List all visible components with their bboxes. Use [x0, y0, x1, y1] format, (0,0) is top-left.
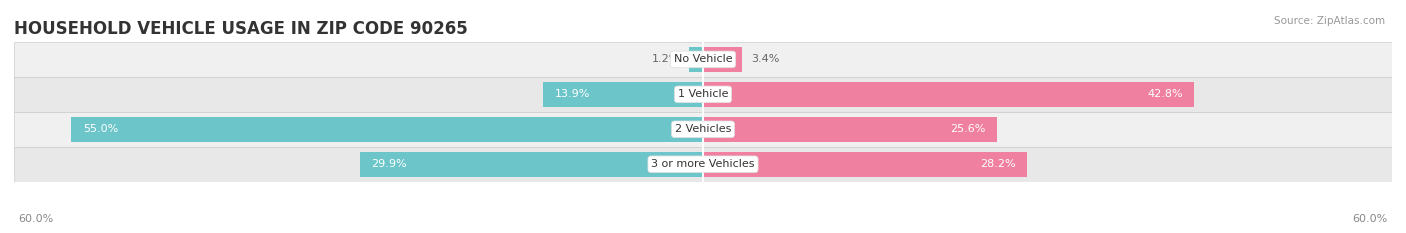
Text: 25.6%: 25.6% — [950, 124, 986, 134]
Text: HOUSEHOLD VEHICLE USAGE IN ZIP CODE 90265: HOUSEHOLD VEHICLE USAGE IN ZIP CODE 9026… — [14, 20, 468, 38]
Text: 1.2%: 1.2% — [651, 55, 681, 64]
Text: No Vehicle: No Vehicle — [673, 55, 733, 64]
Text: 55.0%: 55.0% — [83, 124, 118, 134]
Legend: Owner-occupied, Renter-occupied: Owner-occupied, Renter-occupied — [574, 229, 832, 233]
Bar — [14, 147, 1392, 182]
Text: 60.0%: 60.0% — [1353, 214, 1388, 224]
Bar — [14, 112, 1392, 147]
Text: 29.9%: 29.9% — [371, 159, 406, 169]
Text: Source: ZipAtlas.com: Source: ZipAtlas.com — [1274, 16, 1385, 26]
Bar — [360, 152, 703, 177]
Bar — [543, 82, 703, 107]
Bar — [703, 152, 1026, 177]
Bar — [689, 47, 703, 72]
Bar — [703, 117, 997, 142]
Text: 13.9%: 13.9% — [555, 89, 591, 99]
Text: 28.2%: 28.2% — [980, 159, 1015, 169]
Text: 2 Vehicles: 2 Vehicles — [675, 124, 731, 134]
Text: 3.4%: 3.4% — [751, 55, 779, 64]
Text: 42.8%: 42.8% — [1147, 89, 1182, 99]
Text: 1 Vehicle: 1 Vehicle — [678, 89, 728, 99]
Bar — [703, 82, 1195, 107]
Text: 3 or more Vehicles: 3 or more Vehicles — [651, 159, 755, 169]
Text: 60.0%: 60.0% — [18, 214, 53, 224]
Bar — [72, 117, 703, 142]
Bar — [14, 77, 1392, 112]
Bar — [703, 47, 742, 72]
Bar — [14, 42, 1392, 77]
